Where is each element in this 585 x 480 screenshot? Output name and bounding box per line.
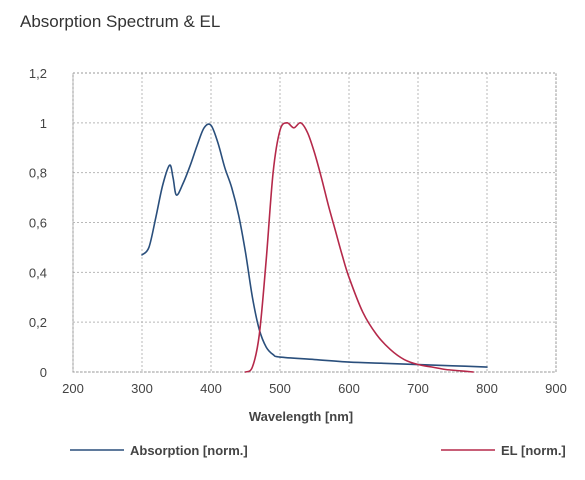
x-tick-label: 800 <box>476 381 498 396</box>
series-line-el <box>244 122 474 373</box>
x-tick-label: 400 <box>200 381 222 396</box>
x-tick-label: 500 <box>269 381 291 396</box>
plot-frame <box>72 72 557 373</box>
chart-title: Absorption Spectrum & EL <box>20 12 220 31</box>
x-tick-label: 700 <box>407 381 429 396</box>
legend: Absorption [norm.] EL [norm.] <box>70 443 566 458</box>
legend-label-absorption: Absorption [norm.] <box>130 443 248 458</box>
y-tick-label: 0,2 <box>29 315 47 330</box>
grid-lines <box>72 72 557 373</box>
plot-border <box>72 72 557 373</box>
y-tick-label: 0,4 <box>29 265 47 280</box>
y-tick-label: 0,8 <box>29 166 47 181</box>
x-tick-label: 300 <box>131 381 153 396</box>
x-tick-label: 900 <box>545 381 567 396</box>
x-tick-label: 600 <box>338 381 360 396</box>
y-tick-label: 1 <box>40 116 47 131</box>
tick-labels: 200 300 400 500 600 700 800 900 0 0,2 0,4 0,6 0,8 1 1,… <box>29 66 567 396</box>
x-tick-label: 200 <box>62 381 84 396</box>
legend-label-el: EL [norm.] <box>501 443 566 458</box>
y-tick-label: 0,6 <box>29 216 47 231</box>
series-lines <box>141 122 488 373</box>
y-tick-label: 1,2 <box>29 66 47 81</box>
series-line-absorption <box>141 123 488 368</box>
y-tick-label: 0 <box>40 365 47 380</box>
x-axis-label: Wavelength [nm] <box>249 409 353 424</box>
